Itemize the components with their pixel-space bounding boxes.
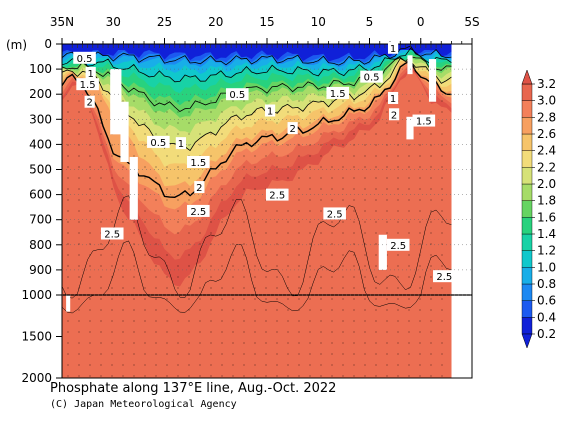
contour-label: 1.5 [190, 158, 206, 169]
colorbar-swatch [522, 184, 532, 201]
y-tick-label: 600 [29, 188, 52, 202]
colorbar-label: 3.0 [537, 94, 556, 108]
colorbar-label: 1.6 [537, 210, 556, 224]
contour-label: 1.5 [416, 117, 432, 128]
contour-label: 1 [267, 107, 273, 118]
contour-label: 2.5 [327, 209, 343, 220]
colorbar-label: 0.8 [537, 277, 556, 291]
gap-region [407, 55, 412, 74]
x-tick-label: 35N [50, 15, 74, 29]
colorbar-swatch [522, 217, 532, 234]
x-tick-label: 5 [366, 15, 374, 29]
colorbar-label: 2.0 [537, 177, 556, 191]
gap-region [110, 69, 121, 134]
x-tick-label: 25 [157, 15, 172, 29]
colorbar-label: 3.2 [537, 77, 556, 91]
contour-label: 2.5 [390, 241, 406, 252]
colorbar-swatch [522, 117, 532, 134]
colorbar-swatch [522, 134, 532, 151]
colorbar-label: 0.4 [537, 310, 556, 324]
colorbar-swatch [522, 267, 532, 284]
gap-region [120, 102, 128, 162]
gap-region [66, 295, 70, 312]
x-tick-label: 15 [259, 15, 274, 29]
contour-label: 2.5 [269, 191, 285, 202]
y-tick-label: 2000 [21, 371, 52, 385]
y-tick-label: 300 [29, 112, 52, 126]
contour-label: 0.5 [229, 90, 245, 101]
contour-label: 1 [178, 139, 184, 150]
colorbar-label: 1.2 [537, 244, 556, 258]
y-tick-label: 1500 [21, 330, 52, 344]
gap-region [406, 117, 413, 140]
credit-text: (C) Japan Meteorological Agency [50, 399, 237, 410]
y-tick-label: 100 [29, 62, 52, 76]
contour-label: 0.5 [364, 73, 380, 84]
y-axis-unit: (m) [6, 38, 27, 52]
contour-label: 2.5 [190, 207, 206, 218]
colorbar-label: 0.6 [537, 294, 556, 308]
contour-label: 2.5 [436, 272, 452, 283]
x-tick-label: 30 [106, 15, 121, 29]
colorbar-label: 2.8 [537, 110, 556, 124]
y-tick-label: 0 [44, 37, 52, 51]
contour-label: 1.5 [80, 80, 96, 91]
colorbar-swatch [522, 84, 532, 101]
y-tick-label: 500 [29, 163, 52, 177]
colorbar-swatch [522, 301, 532, 318]
contour-label: 0.5 [77, 54, 93, 65]
contour-label: 2 [391, 110, 397, 121]
colorbar-swatch [522, 151, 532, 168]
contour-label: 1 [390, 44, 396, 55]
x-tick-label: 20 [208, 15, 223, 29]
colorbar-label: 1.0 [537, 260, 556, 274]
contour-label: 2.5 [104, 230, 120, 241]
y-tick-label: 700 [29, 213, 52, 227]
y-tick-label: 900 [29, 263, 52, 277]
contour-label: 1.5 [330, 89, 346, 100]
colorbar-swatch [522, 201, 532, 218]
x-tick-label: 0 [417, 15, 425, 29]
contour-label: 0.5 [150, 138, 166, 149]
colorbar-swatch [522, 101, 532, 118]
contour-label: 1 [390, 94, 396, 105]
colorbar-label: 2.2 [537, 160, 556, 174]
colorbar-swatch [522, 284, 532, 301]
contour-label: 2 [196, 183, 202, 194]
gap-region [429, 59, 436, 102]
colorbar-swatch [522, 167, 532, 184]
y-tick-label: 800 [29, 238, 52, 252]
colorbar-label: 1.4 [537, 227, 556, 241]
gap-region [130, 157, 138, 220]
contour-label: 2 [86, 98, 92, 109]
contour-label: 2 [289, 124, 295, 135]
colorbar-swatch [522, 234, 532, 251]
x-tick-label: 5S [464, 15, 479, 29]
x-tick-label: 10 [311, 15, 326, 29]
y-tick-label: 400 [29, 137, 52, 151]
colorbar-swatch [522, 317, 532, 334]
colorbar-label: 1.8 [537, 194, 556, 208]
colorbar-label: 2.4 [537, 144, 556, 158]
y-tick-label: 200 [29, 87, 52, 101]
gap-region [379, 235, 387, 270]
chart-title: Phosphate along 137°E line, Aug.-Oct. 20… [50, 381, 336, 396]
colorbar-label: 2.6 [537, 127, 556, 141]
y-tick-label: 1000 [21, 288, 52, 302]
colorbar-label: 0.2 [537, 327, 556, 341]
colorbar-swatch [522, 251, 532, 268]
